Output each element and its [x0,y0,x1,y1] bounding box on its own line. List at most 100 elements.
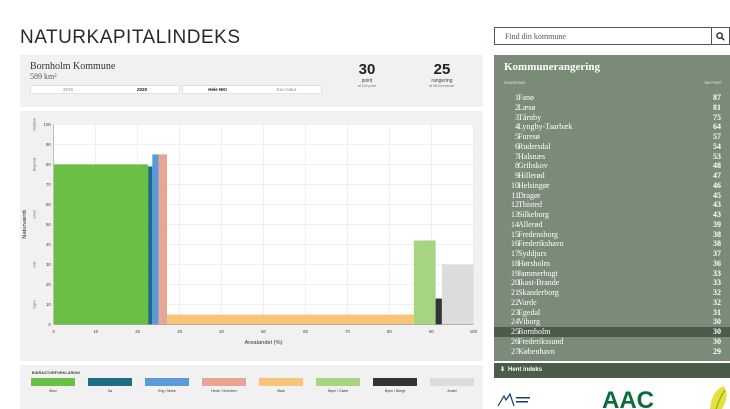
ranking-row-name: Egedal [518,307,541,317]
ranking-row-name: Bornholm [518,327,551,336]
points-label: point [361,78,373,84]
ranking-row[interactable]: 23 Egedal 31 [494,308,730,318]
legend-item[interactable]: Skov [31,378,75,393]
year-option-2020[interactable]: 2020 [136,87,147,92]
ranking-row[interactable]: 21 Skanderborg 32 [494,288,730,298]
download-index-button[interactable]: ⬇ Hent indeks [494,363,730,378]
ranking-row[interactable]: 6 Rudersdal 54 [494,142,730,152]
ranking-row[interactable]: 26 Frederikssund 30 [494,337,730,347]
legend-item[interactable]: Byen / Øvrigt [373,378,417,393]
y-tick-label: 80 [46,162,51,167]
ranking-row-name: Hillerød [518,171,545,180]
ranking-row[interactable]: 24 Viborg 30 [494,317,730,327]
ranking-row[interactable]: 20 Ikast-Brande 33 [494,278,730,288]
y-category-label: Lokal [32,210,36,218]
ranking-row[interactable]: 27 København 29 [494,347,730,357]
x-tick-label: 70 [345,329,350,334]
legend-label: Skov [49,389,57,393]
ranking-row-rank: 20 [511,278,519,288]
legend-item[interactable]: Andet [430,378,474,393]
ranking-row[interactable]: 14 Allerød 39 [494,220,730,230]
ranking-row-points: 43 [713,210,721,219]
rank-value: 25 [433,61,451,78]
ranking-row[interactable]: 13 Silkeborg 43 [494,210,730,220]
ranking-list: 1 Fanø 87 2 Læsø 81 3 Tårnby 75 4 Lyngby-Taarbæk 64… [494,93,730,356]
x-tick-label: 90 [429,329,434,334]
y-tick-label: 30 [46,262,51,267]
ranking-row-points: 39 [713,219,721,229]
rank-label: rangering [431,78,453,84]
ranking-row-points: 32 [713,288,721,297]
ranking-row-rank: 21 [511,288,519,297]
legend-item[interactable]: Eng / Mose [145,378,189,393]
ranking-row-points: 29 [713,346,721,356]
legend-swatch [430,378,474,386]
legend-swatch [373,378,417,386]
ranking-row-name: Dragør [518,190,541,200]
ranking-row[interactable]: 10 Helsingør 46 [494,181,730,191]
ranking-row[interactable]: 1 Fanø 87 [494,93,730,103]
search-input[interactable] [495,28,711,44]
ranking-row[interactable]: 5 Furesø 57 [494,132,730,142]
ranking-row-rank: 16 [511,239,519,249]
legend-item[interactable]: Sø [88,378,132,393]
ranking-row-rank: 26 [511,336,519,346]
ranking-row[interactable]: 11 Dragør 45 [494,191,730,201]
ranking-row-points: 64 [713,122,721,132]
ranking-row[interactable]: 22 Varde 32 [494,298,730,308]
ranking-row[interactable]: 2 Læsø 81 [494,103,730,113]
ranking-row-name: Syddjurs [518,249,547,258]
ranking-row[interactable]: 3 Tårnby 75 [494,113,730,123]
ranking-row[interactable]: 12 Thisted 43 [494,200,730,210]
ranking-row[interactable]: 9 Hillerød 47 [494,171,730,181]
ranking-row[interactable]: 7 Halsnæs 53 [494,152,730,162]
x-tick-label: 20 [135,329,140,334]
type-option-hele-nki[interactable]: Hele NKI [208,87,227,92]
ranking-row-rank: 8 [515,161,519,171]
ranking-row[interactable]: 8 Gribskov 48 [494,161,730,171]
legend-panel: BIDRAGTURFORKLARING Skov Sø Eng / Mose Hede… [20,365,483,409]
ranking-row[interactable]: 25 Bornholm 30 [494,327,730,337]
ranking-row-points: 37 [713,249,721,258]
nature-value-chart: 0 10 20 30 40 50 60 70 80 90 100 0 10 20 30 40 50 60 70 80 9… [22,118,478,346]
ranking-row-points: 43 [713,200,721,210]
search-icon [716,31,725,41]
ranking-row[interactable]: 15 Fredensborg 38 [494,230,730,240]
ranking-row-name: Silkeborg [518,210,549,219]
ranking-row-points: 81 [713,102,721,112]
year-option-2015[interactable]: 2015 [62,87,73,92]
legend-label: Byen / Grønt [328,389,348,393]
y-category-label: Ingen [32,300,36,309]
ranking-row[interactable]: 18 Hørsholm 36 [494,259,730,269]
legend-item[interactable]: Mark [259,378,303,393]
legend-item[interactable]: Hede / Overdrev [202,378,246,393]
ranking-row-name: Frederikssund [518,336,564,346]
ranking-row-rank: 15 [511,229,519,239]
ranking-row[interactable]: 4 Lyngby-Taarbæk 64 [494,122,730,132]
ranking-row-rank: 6 [515,141,519,151]
x-tick-label: 60 [303,329,308,334]
search-button[interactable] [711,28,729,44]
ranking-col-rank: RANGERING [504,81,526,85]
ranking-row-rank: 22 [511,297,519,307]
chart-bar [53,164,149,325]
ranking-row-points: 30 [713,317,721,327]
ranking-row-points: 38 [713,229,721,239]
ranking-row[interactable]: 19 Jammerbugt 33 [494,269,730,279]
ranking-row-points: 87 [713,93,721,102]
ranking-row[interactable]: 17 Syddjurs 37 [494,249,730,259]
ranking-row-rank: 7 [515,151,519,161]
chart-bar [413,240,436,325]
chart-bar [435,298,442,325]
type-option-kun-natur[interactable]: Kun natur [276,87,297,92]
legend-label: Mark [277,389,285,393]
ranking-row-rank: 25 [511,327,519,336]
ranking-row-name: Varde [518,297,537,307]
rank-stat: 25 rangering af 98 kommuner [412,61,472,89]
legend-item[interactable]: Byen / Grønt [316,378,360,393]
legend-label: Eng / Mose [158,389,176,393]
legend-swatch [259,378,303,386]
ranking-row-points: 38 [713,239,721,249]
ranking-row[interactable]: 16 Frederikshavn 38 [494,239,730,249]
ranking-row-name: Frederikshavn [518,239,564,249]
